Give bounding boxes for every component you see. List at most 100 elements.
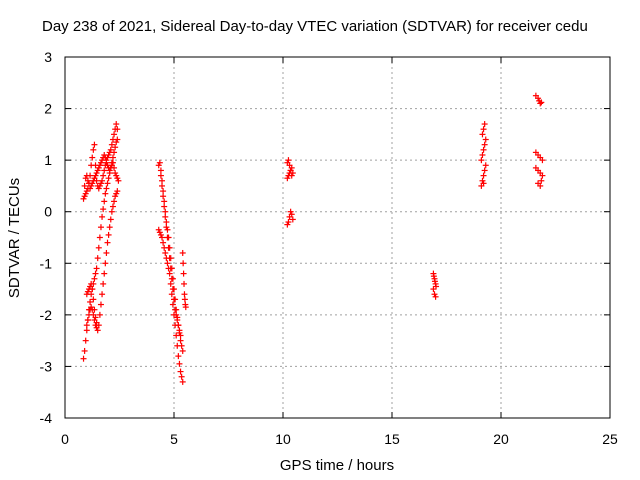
data-point bbox=[103, 249, 110, 256]
data-point bbox=[161, 203, 168, 210]
data-point bbox=[159, 177, 166, 184]
data-point bbox=[175, 353, 182, 360]
data-point bbox=[108, 141, 115, 148]
data-point bbox=[175, 322, 182, 329]
data-point bbox=[166, 255, 173, 262]
y-tick-label: 2 bbox=[44, 101, 52, 117]
data-point bbox=[181, 296, 188, 303]
data-point bbox=[89, 154, 96, 161]
data-points bbox=[80, 92, 546, 385]
data-point bbox=[180, 270, 187, 277]
data-point bbox=[114, 188, 121, 195]
data-point bbox=[84, 317, 91, 324]
x-tick-label: 5 bbox=[170, 431, 178, 447]
x-tick-label: 25 bbox=[602, 431, 618, 447]
data-point bbox=[176, 327, 183, 334]
data-point bbox=[430, 286, 437, 293]
data-point bbox=[93, 177, 100, 184]
data-point bbox=[156, 159, 163, 166]
y-tick-label: -4 bbox=[40, 410, 53, 426]
data-point bbox=[100, 172, 107, 179]
y-tick-label: -2 bbox=[40, 307, 53, 323]
data-point bbox=[481, 167, 488, 174]
data-point bbox=[88, 280, 95, 287]
data-point bbox=[167, 265, 174, 272]
x-tick-label: 15 bbox=[384, 431, 400, 447]
data-point bbox=[89, 286, 96, 293]
data-point bbox=[539, 172, 546, 179]
data-point bbox=[90, 146, 97, 153]
data-point bbox=[101, 167, 108, 174]
data-point bbox=[289, 216, 296, 223]
data-point bbox=[100, 206, 107, 213]
data-point bbox=[81, 347, 88, 354]
data-point bbox=[166, 270, 173, 277]
data-point bbox=[111, 131, 118, 138]
data-point bbox=[92, 162, 99, 169]
data-point bbox=[171, 296, 177, 303]
data-point bbox=[177, 332, 184, 339]
data-point bbox=[111, 149, 118, 156]
data-point bbox=[163, 219, 170, 226]
data-point bbox=[109, 203, 116, 210]
data-point bbox=[95, 244, 102, 251]
y-tick-labels: -4 -3 -2 -1 0 1 2 3 bbox=[40, 49, 53, 426]
data-point bbox=[85, 180, 92, 187]
data-point bbox=[113, 121, 120, 128]
data-point bbox=[108, 159, 115, 166]
data-point bbox=[479, 131, 486, 138]
data-point bbox=[102, 260, 109, 267]
data-point bbox=[107, 216, 114, 223]
data-point bbox=[285, 219, 292, 226]
data-point bbox=[87, 172, 94, 179]
y-tick-label: 3 bbox=[44, 49, 52, 65]
grid bbox=[65, 57, 610, 418]
data-point bbox=[181, 280, 188, 287]
data-point bbox=[177, 368, 184, 375]
x-tick-labels: 0 5 10 15 20 25 bbox=[61, 431, 618, 447]
data-point bbox=[87, 298, 94, 305]
data-point bbox=[80, 355, 87, 362]
data-point bbox=[94, 327, 101, 334]
data-point bbox=[167, 280, 174, 287]
data-point bbox=[99, 291, 106, 298]
data-point bbox=[162, 208, 169, 215]
data-point bbox=[82, 337, 89, 344]
data-point bbox=[83, 322, 90, 329]
data-point bbox=[159, 234, 166, 241]
y-tick-label: 1 bbox=[44, 152, 52, 168]
data-point bbox=[177, 337, 184, 344]
data-point bbox=[103, 185, 110, 192]
data-point bbox=[181, 291, 188, 298]
data-point bbox=[482, 136, 489, 143]
data-point bbox=[182, 304, 189, 311]
y-tick-label: -3 bbox=[40, 358, 53, 374]
data-point bbox=[180, 260, 187, 267]
data-point bbox=[109, 154, 116, 161]
data-point bbox=[91, 141, 98, 148]
data-point bbox=[97, 224, 104, 231]
data-point bbox=[83, 327, 90, 334]
x-tick-label: 20 bbox=[493, 431, 509, 447]
data-point bbox=[100, 280, 107, 287]
data-point bbox=[160, 239, 167, 246]
data-point bbox=[157, 167, 164, 174]
data-point bbox=[480, 146, 487, 153]
data-point bbox=[480, 172, 487, 179]
data-point bbox=[99, 213, 106, 220]
data-point bbox=[480, 180, 487, 187]
data-point bbox=[91, 275, 98, 282]
data-point bbox=[162, 213, 169, 220]
data-point bbox=[160, 188, 167, 195]
data-point bbox=[159, 182, 166, 189]
data-point bbox=[101, 198, 108, 205]
data-point bbox=[178, 373, 185, 380]
data-point bbox=[164, 234, 171, 241]
data-point bbox=[173, 311, 180, 318]
data-point bbox=[90, 296, 97, 303]
data-point bbox=[94, 255, 101, 262]
data-point bbox=[168, 275, 175, 282]
data-point bbox=[161, 198, 168, 205]
data-point bbox=[537, 182, 544, 189]
data-point bbox=[538, 177, 545, 184]
